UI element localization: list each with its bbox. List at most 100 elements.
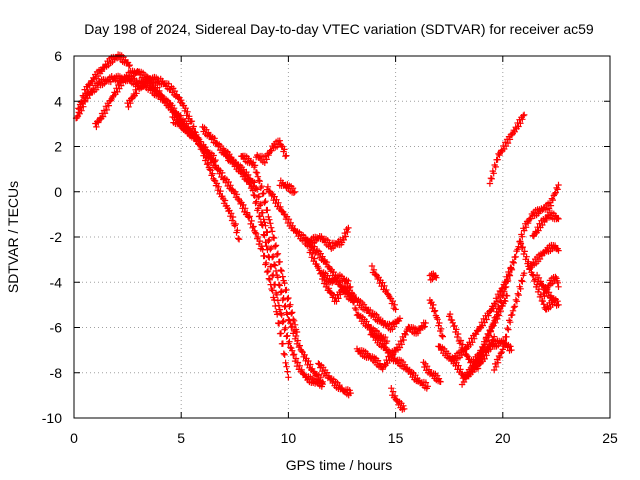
data-point — [290, 317, 298, 324]
data-point — [276, 306, 283, 313]
data-point — [217, 187, 224, 195]
data-point — [345, 277, 352, 285]
data-point — [346, 387, 353, 394]
data-point — [184, 108, 191, 115]
data-point — [352, 306, 360, 314]
data-point — [268, 192, 275, 200]
data-point — [513, 298, 521, 305]
data-point — [253, 169, 261, 176]
data-point — [250, 191, 257, 199]
data-point — [291, 321, 299, 328]
data-point — [471, 335, 478, 342]
data-point — [311, 243, 318, 250]
data-point — [77, 99, 85, 106]
data-point — [463, 351, 470, 359]
y-tick-label: 2 — [54, 139, 62, 155]
data-point — [523, 253, 530, 260]
data-point — [257, 200, 264, 208]
data-point — [518, 277, 525, 284]
data-point — [455, 362, 462, 369]
data-point — [514, 290, 521, 297]
data-point — [296, 342, 303, 349]
series-track-21 — [420, 359, 444, 385]
data-point — [215, 183, 222, 190]
data-point — [284, 368, 291, 375]
data-point — [289, 185, 297, 192]
data-point — [526, 266, 533, 273]
data-point — [370, 266, 378, 274]
data-point — [234, 227, 241, 234]
data-point — [481, 355, 488, 363]
data-point — [521, 111, 528, 118]
data-point — [264, 206, 271, 214]
data-point — [269, 228, 276, 235]
data-point — [232, 220, 239, 228]
data-point — [311, 255, 318, 262]
data-point — [541, 218, 548, 226]
series-track-5 — [169, 113, 292, 381]
y-tick-label: -10 — [42, 410, 62, 426]
data-point — [483, 352, 490, 359]
data-point — [204, 149, 211, 156]
data-point — [269, 287, 276, 294]
data-point — [365, 321, 372, 328]
data-point — [521, 248, 528, 255]
data-point — [340, 236, 347, 244]
series-track-2 — [75, 51, 133, 113]
data-point — [190, 123, 197, 130]
data-point — [294, 337, 302, 344]
data-point — [119, 79, 127, 86]
data-point — [278, 288, 285, 295]
data-point — [414, 329, 422, 337]
data-point — [506, 136, 514, 143]
data-point — [555, 215, 562, 223]
data-point — [262, 239, 269, 246]
data-point — [308, 254, 315, 261]
data-point — [381, 282, 388, 290]
data-point — [506, 272, 514, 279]
data-point — [496, 151, 503, 159]
data-point — [491, 333, 498, 340]
data-point — [210, 158, 218, 165]
data-point — [555, 283, 562, 290]
data-point — [401, 361, 409, 368]
data-point — [554, 279, 561, 286]
series-track-31 — [529, 209, 562, 240]
data-point — [287, 344, 294, 351]
data-point — [189, 131, 196, 138]
data-point — [492, 316, 499, 323]
series-track-28 — [491, 270, 528, 374]
data-point — [290, 316, 297, 323]
data-point — [268, 224, 275, 231]
data-point — [254, 186, 261, 193]
data-point — [471, 360, 478, 367]
series-track-17 — [366, 326, 431, 392]
data-point — [228, 217, 236, 224]
data-point — [105, 102, 112, 109]
data-point — [517, 240, 525, 247]
data-point — [279, 273, 286, 280]
series-track-7 — [220, 147, 326, 387]
data-point — [101, 110, 109, 117]
data-point — [259, 209, 266, 216]
data-point — [490, 305, 497, 312]
data-point — [492, 301, 499, 309]
data-point — [205, 129, 212, 136]
data-point — [500, 343, 507, 350]
data-point — [436, 319, 443, 327]
series-track-29 — [486, 111, 528, 187]
data-point — [294, 359, 302, 366]
data-point — [500, 337, 507, 344]
data-point — [319, 378, 326, 385]
data-point — [267, 246, 274, 253]
data-point — [486, 326, 494, 334]
data-point — [261, 252, 268, 260]
data-point — [86, 91, 93, 99]
data-point — [421, 323, 428, 330]
data-point — [279, 340, 287, 347]
data-point — [298, 348, 305, 355]
data-point — [554, 214, 561, 222]
data-point — [156, 87, 163, 95]
data-point — [555, 301, 562, 309]
y-tick-label: -8 — [50, 365, 63, 381]
